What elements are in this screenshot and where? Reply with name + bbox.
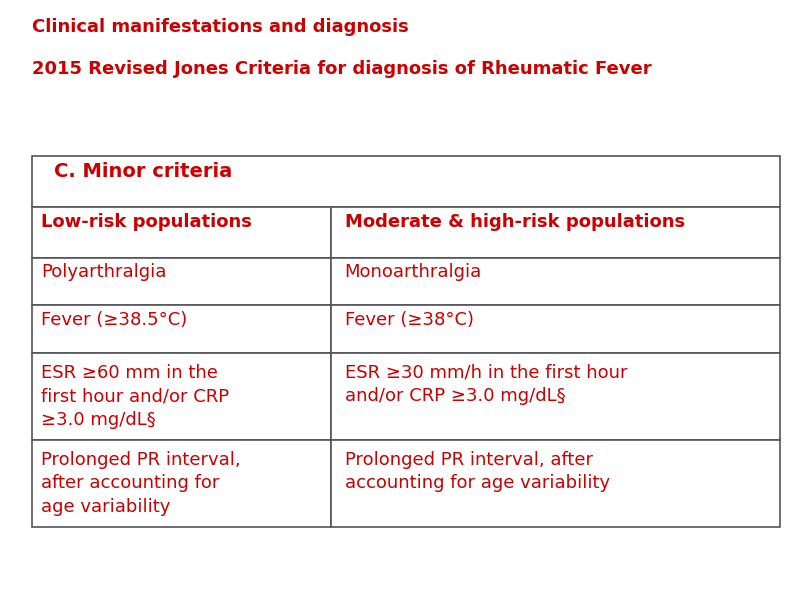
Text: C. Minor criteria: C. Minor criteria [54, 162, 233, 181]
Text: Fever (≥38.5°C): Fever (≥38.5°C) [41, 311, 187, 329]
Text: Moderate & high-risk populations: Moderate & high-risk populations [345, 213, 685, 231]
Text: Prolonged PR interval,
after accounting for
age variability: Prolonged PR interval, after accounting … [41, 450, 241, 516]
Text: ESR ≥30 mm/h in the first hour
and/or CRP ≥3.0 mg/dL§: ESR ≥30 mm/h in the first hour and/or CR… [345, 364, 627, 406]
Text: Low-risk populations: Low-risk populations [41, 213, 252, 231]
Text: Polyarthralgia: Polyarthralgia [41, 264, 166, 282]
Text: Clinical manifestations and diagnosis: Clinical manifestations and diagnosis [32, 18, 409, 36]
Text: Monoarthralgia: Monoarthralgia [345, 264, 482, 282]
Text: Prolonged PR interval, after
accounting for age variability: Prolonged PR interval, after accounting … [345, 450, 610, 492]
Text: ESR ≥60 mm in the
first hour and/or CRP
≥3.0 mg/dL§: ESR ≥60 mm in the first hour and/or CRP … [41, 364, 229, 429]
Text: Fever (≥38°C): Fever (≥38°C) [345, 311, 474, 329]
Text: 2015 Revised Jones Criteria for diagnosis of Rheumatic Fever: 2015 Revised Jones Criteria for diagnosi… [32, 60, 652, 78]
